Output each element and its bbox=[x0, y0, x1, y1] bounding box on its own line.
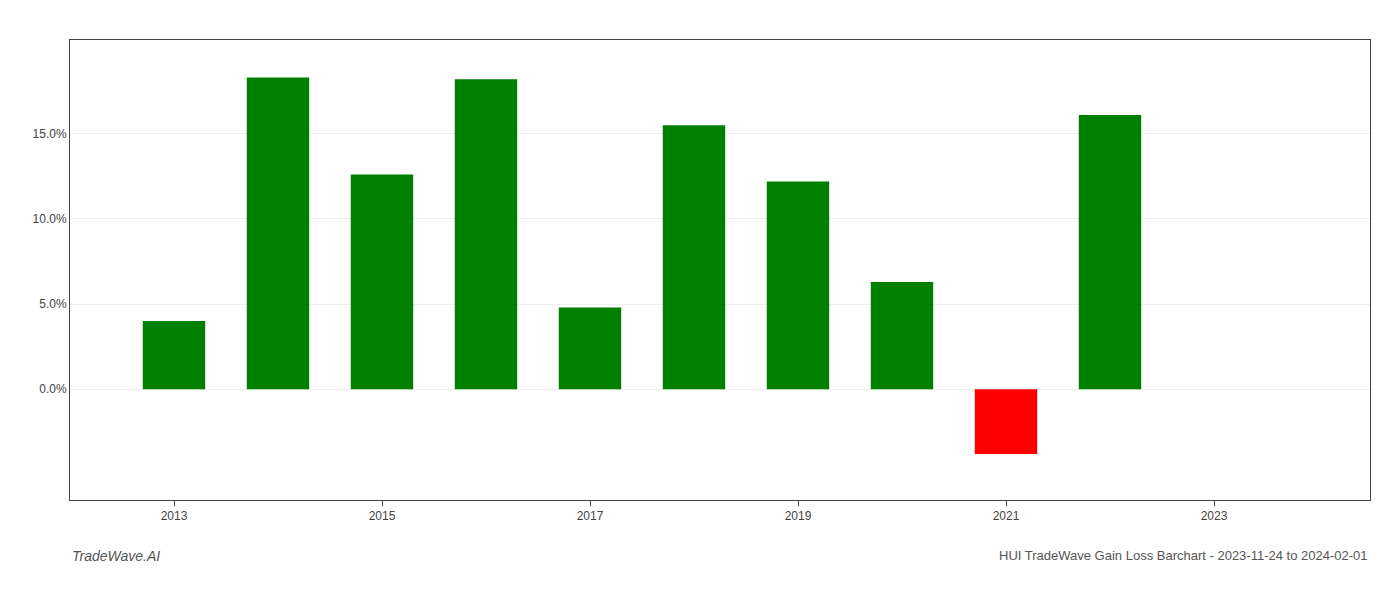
svg-text:2021: 2021 bbox=[993, 509, 1020, 523]
svg-text:15.0%: 15.0% bbox=[33, 127, 67, 141]
svg-text:2023: 2023 bbox=[1201, 509, 1228, 523]
svg-text:2017: 2017 bbox=[577, 509, 604, 523]
svg-text:TradeWave.AI: TradeWave.AI bbox=[72, 548, 160, 564]
svg-text:0.0%: 0.0% bbox=[39, 382, 67, 396]
svg-text:2019: 2019 bbox=[785, 509, 812, 523]
svg-text:2013: 2013 bbox=[161, 509, 188, 523]
svg-text:2015: 2015 bbox=[369, 509, 396, 523]
svg-text:5.0%: 5.0% bbox=[39, 297, 67, 311]
svg-text:10.0%: 10.0% bbox=[33, 212, 67, 226]
svg-text:HUI TradeWave Gain Loss Barcha: HUI TradeWave Gain Loss Barchart - 2023-… bbox=[999, 548, 1368, 563]
